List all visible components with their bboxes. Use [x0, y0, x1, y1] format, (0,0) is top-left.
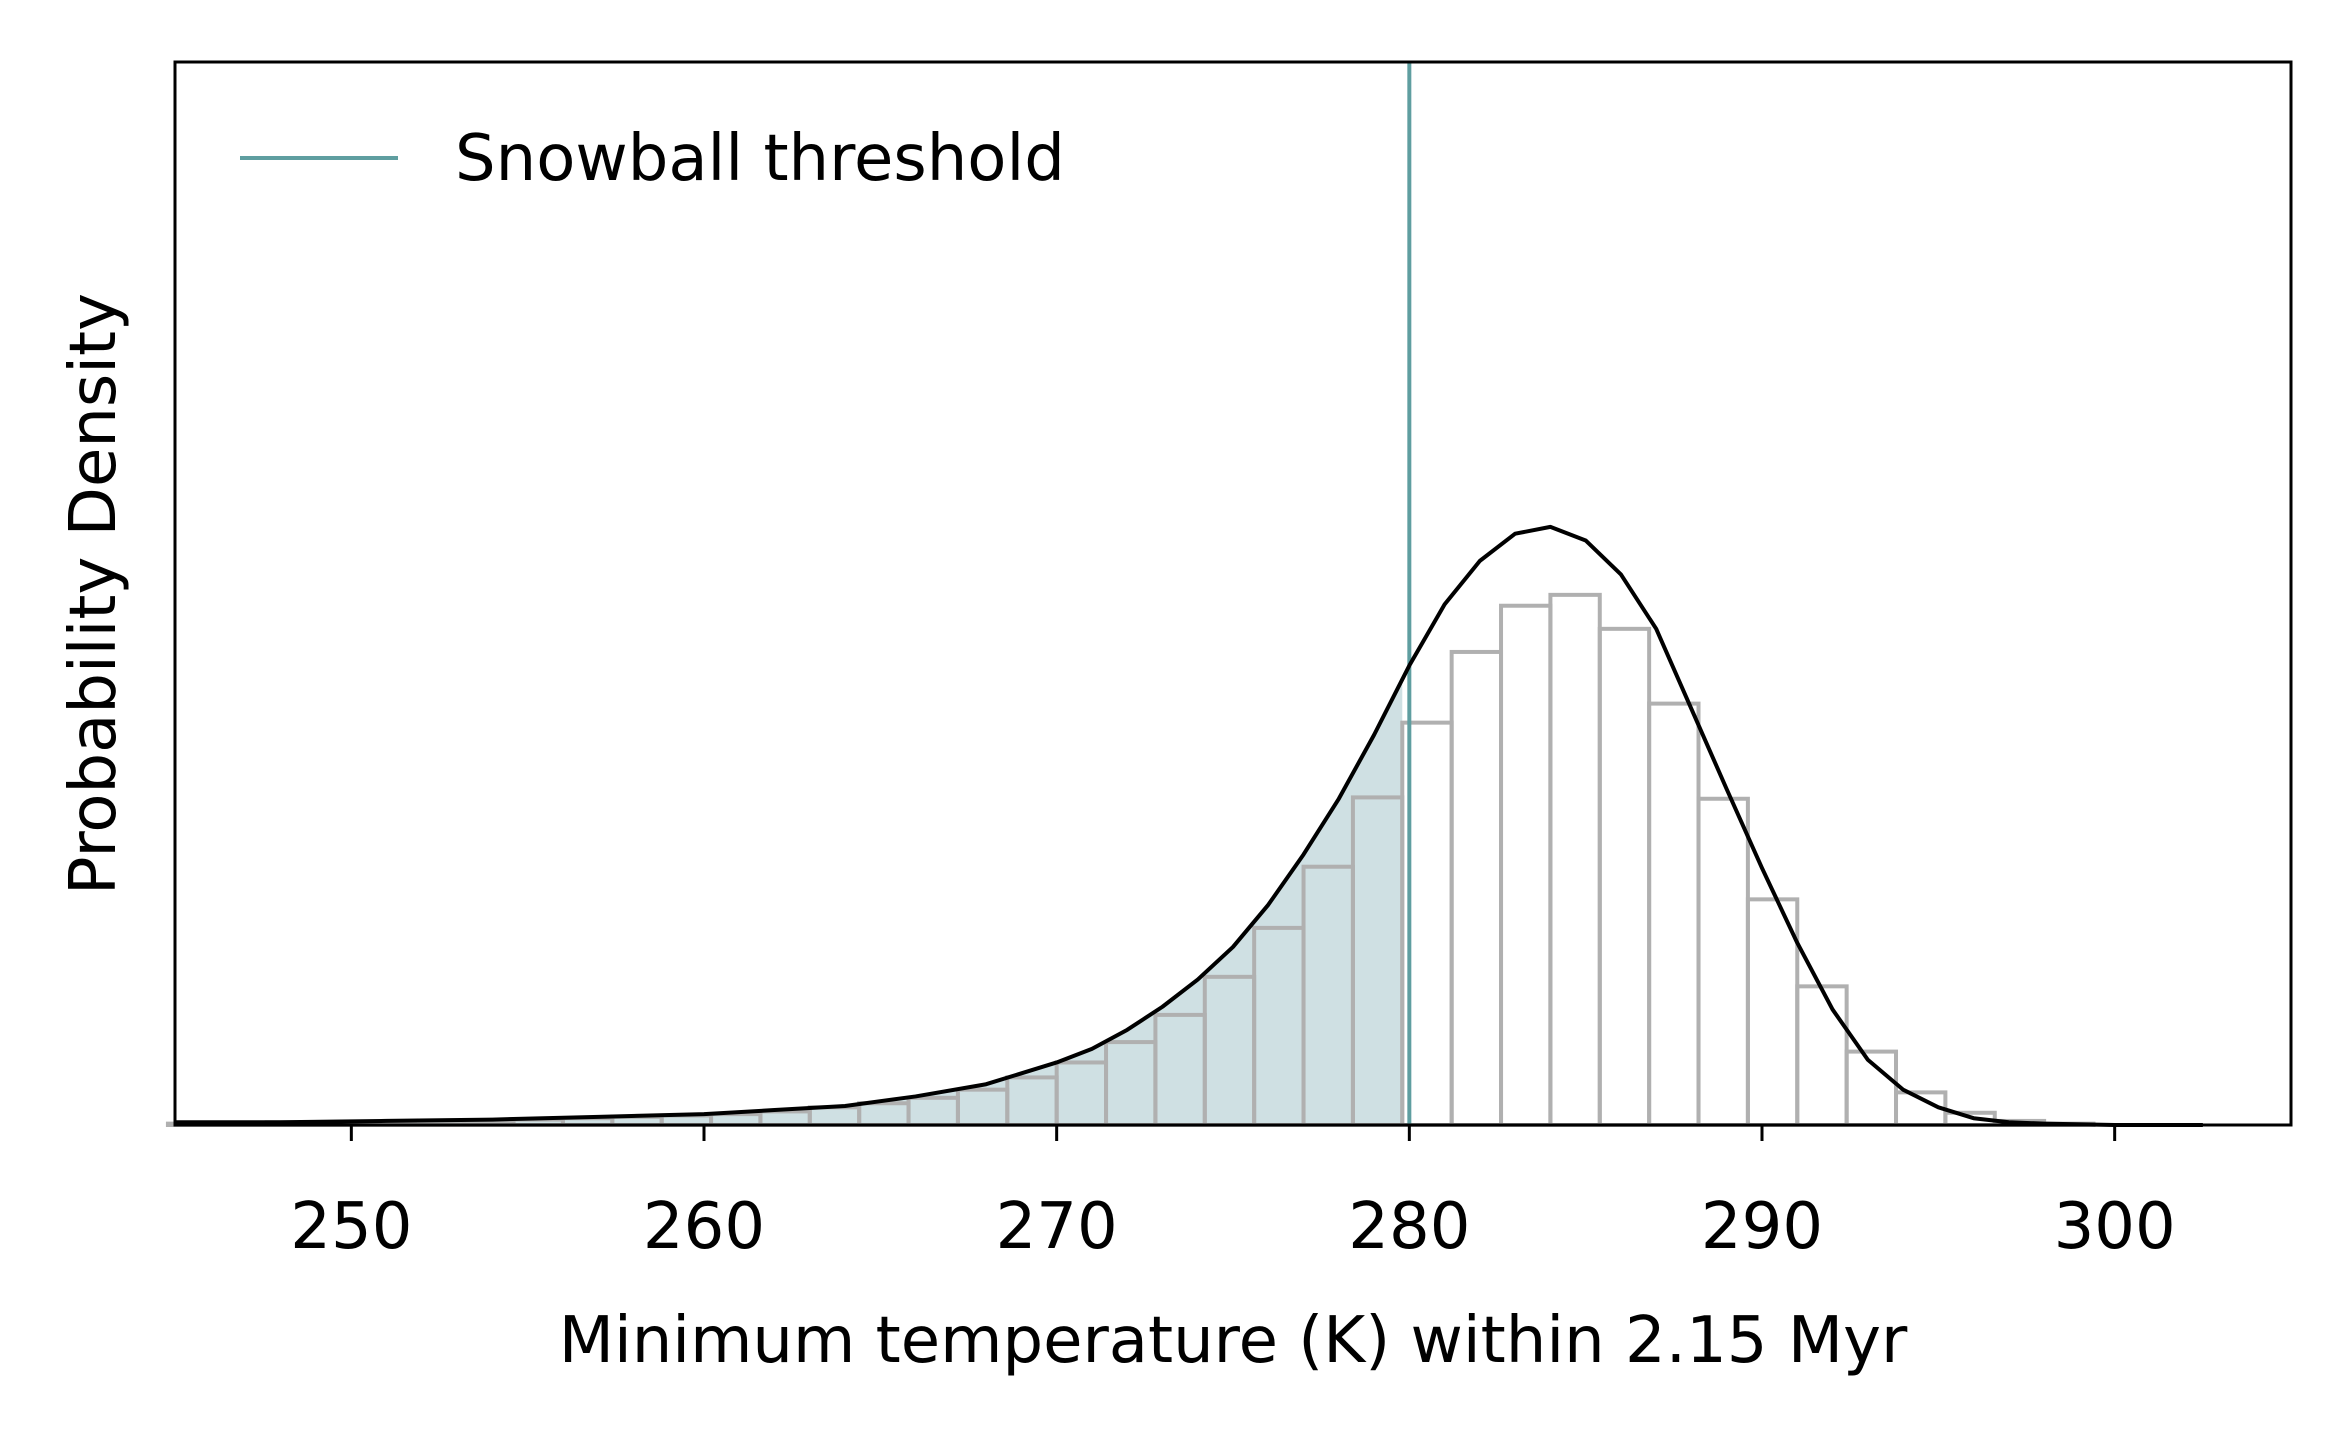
kde-curve	[175, 524, 2203, 1127]
x-axis-label: Minimum temperature (K) within 2.15 Myr	[559, 1304, 1908, 1378]
kde-layer	[175, 524, 2203, 1127]
x-tick-label: 250	[290, 1190, 412, 1264]
shaded-region-layer	[167, 679, 1403, 1125]
x-tick-label: 270	[996, 1190, 1118, 1264]
legend: Snowball threshold	[240, 122, 1065, 196]
plot-frame	[173, 60, 2293, 1127]
y-axis-label: Probability Density	[57, 293, 131, 895]
x-tick-label: 300	[2054, 1190, 2176, 1264]
legend-label-snowball-threshold: Snowball threshold	[455, 122, 1065, 196]
x-tick-label: 290	[1701, 1190, 1823, 1264]
x-tick-label: 260	[643, 1190, 765, 1264]
shaded-region	[167, 679, 1403, 1125]
x-tick-label: 280	[1348, 1190, 1470, 1264]
x-axis-ticks: 250 260 270 280 290 300	[290, 1125, 2176, 1264]
